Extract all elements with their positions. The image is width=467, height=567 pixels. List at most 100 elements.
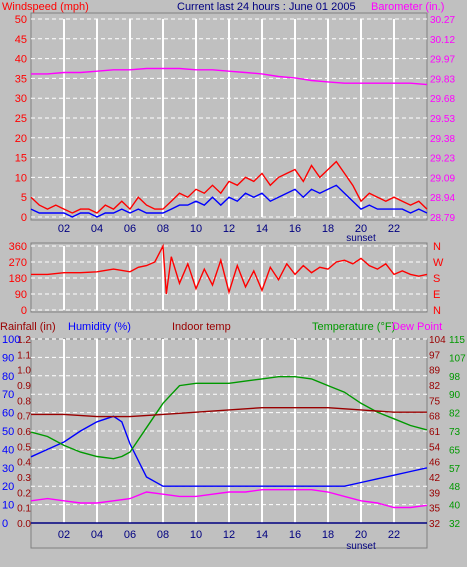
barometer-axis-title: Barometer (in.): [371, 1, 444, 13]
x-tick-label-0-3: 08: [157, 223, 169, 235]
rain-y-tick-2: 0.2: [17, 488, 31, 499]
temp-y-tick-inner-10: 115: [449, 335, 465, 346]
x-tick-label-2-0: 02: [58, 529, 70, 541]
x-tick-label-2-5: 12: [223, 529, 235, 541]
series-2-temperature-f-: [30, 376, 428, 460]
humidity-y-tick-6: 60: [2, 408, 14, 420]
x-tick-label-2-4: 10: [190, 529, 202, 541]
x-tick-label-0-8: 18: [322, 223, 334, 235]
rainfall-axis-title: Rainfall (in): [0, 321, 56, 333]
baro-y-tick-7: 29.83: [430, 74, 455, 85]
x-tick-label-2-8: 18: [322, 529, 334, 541]
baro-y-tick-10: 30.27: [430, 15, 455, 26]
compass-tick-0: N: [433, 241, 441, 253]
chart-title: Current last 24 hours : June 01 2005: [177, 1, 356, 13]
wind-y-tick-7: 35: [15, 73, 27, 85]
baro-y-tick-2: 29.09: [430, 173, 455, 184]
wind-y-tick-10: 50: [15, 14, 27, 26]
x-tick-label-0-1: 04: [91, 223, 103, 235]
temp-y-tick-inner-5: 73: [449, 427, 461, 438]
x-tick-label-2-2: 06: [124, 529, 136, 541]
temp-y-tick-inner-2: 48: [449, 482, 461, 493]
temp-y-tick-inner-6: 82: [449, 409, 461, 420]
dir-y-tick-3: 270: [9, 257, 27, 269]
wind-y-tick-8: 40: [15, 54, 27, 66]
temp-y-tick-outer-11: 97: [429, 350, 441, 361]
x-tick-label-0-2: 06: [124, 223, 136, 235]
wind-y-tick-0: 0: [21, 212, 27, 224]
rain-y-tick-12: 1.2: [17, 335, 31, 346]
humidity-y-tick-8: 80: [2, 371, 14, 383]
humidity-y-tick-9: 90: [2, 352, 14, 364]
wind-y-tick-3: 15: [15, 153, 27, 165]
compass-tick-4: N: [433, 305, 441, 317]
x-tick-label-0-6: 14: [256, 223, 268, 235]
baro-y-tick-3: 29.23: [430, 154, 455, 165]
rain-y-tick-5: 0.5: [17, 442, 31, 453]
sunset-label-top: sunset: [346, 233, 376, 244]
rain-y-tick-3: 0.3: [17, 473, 31, 484]
baro-y-tick-4: 29.38: [430, 134, 455, 145]
dir-y-tick-1: 90: [15, 289, 27, 301]
humidity-y-tick-7: 70: [2, 389, 14, 401]
temp-y-tick-outer-0: 32: [429, 519, 441, 530]
temp-y-tick-inner-0: 32: [449, 519, 461, 530]
x-tick-label-0-9: 20: [355, 223, 367, 235]
humidity-y-tick-5: 50: [2, 426, 14, 438]
series-2-indoor-temp: [31, 407, 427, 418]
humidity-y-tick-3: 30: [2, 463, 14, 475]
rain-y-tick-1: 0.1: [17, 504, 31, 515]
temp-y-tick-outer-9: 82: [429, 381, 441, 392]
series-1-direction: [31, 243, 428, 295]
rain-y-tick-7: 0.7: [17, 412, 31, 423]
rain-y-tick-10: 1.0: [17, 366, 31, 377]
compass-tick-3: E: [433, 289, 440, 301]
temp-y-tick-outer-12: 104: [429, 335, 446, 346]
rain-y-tick-9: 0.9: [17, 381, 31, 392]
rain-y-tick-11: 1.1: [17, 350, 31, 361]
baro-y-tick-9: 30.12: [430, 35, 455, 46]
series-0-barometer: [31, 67, 428, 86]
humidity-y-tick-1: 10: [2, 500, 14, 512]
baro-y-tick-6: 29.68: [430, 94, 455, 105]
baro-y-tick-8: 29.97: [430, 55, 455, 66]
temp-y-tick-outer-4: 46: [429, 458, 441, 469]
temp-y-tick-outer-1: 35: [429, 504, 441, 515]
x-tick-label-0-4: 10: [190, 223, 202, 235]
series-0-average: [30, 184, 428, 218]
baro-y-tick-0: 28.79: [430, 213, 455, 224]
x-tick-label-0-0: 02: [58, 223, 70, 235]
baro-y-tick-1: 28.94: [430, 193, 455, 204]
wind-y-tick-1: 5: [21, 192, 27, 204]
humidity-y-tick-4: 40: [2, 444, 14, 456]
temp-y-tick-inner-1: 40: [449, 501, 461, 512]
humidity-y-tick-0: 0: [2, 518, 8, 530]
x-tick-label-2-10: 22: [388, 529, 400, 541]
series-2-humidity-: [30, 415, 428, 487]
series-2-dew-point: [30, 489, 428, 509]
temp-y-tick-outer-8: 75: [429, 396, 441, 407]
wind-y-tick-2: 10: [15, 172, 27, 184]
humidity-axis-title: Humidity (%): [68, 321, 131, 333]
x-tick-label-2-7: 16: [289, 529, 301, 541]
baro-y-tick-5: 29.53: [430, 114, 455, 125]
rain-y-tick-0: 0.0: [17, 519, 31, 530]
temp-y-tick-outer-6: 61: [429, 427, 441, 438]
x-tick-label-0-5: 12: [223, 223, 235, 235]
x-tick-label-0-10: 22: [388, 223, 400, 235]
humidity-y-tick-10: 100: [2, 334, 20, 346]
series-0-gust: [30, 160, 428, 214]
temp-y-tick-outer-10: 89: [429, 366, 441, 377]
x-tick-label-0-7: 16: [289, 223, 301, 235]
dir-y-tick-4: 360: [9, 241, 27, 253]
x-tick-label-2-9: 20: [355, 529, 367, 541]
x-tick-label-2-6: 14: [256, 529, 268, 541]
compass-tick-1: W: [433, 257, 444, 269]
indoor-temp-title: Indoor temp: [172, 321, 231, 333]
temp-y-tick-outer-5: 54: [429, 442, 441, 453]
wind-y-tick-9: 45: [15, 34, 27, 46]
humidity-y-tick-2: 20: [2, 481, 14, 493]
dir-y-tick-0: 0: [21, 305, 27, 317]
